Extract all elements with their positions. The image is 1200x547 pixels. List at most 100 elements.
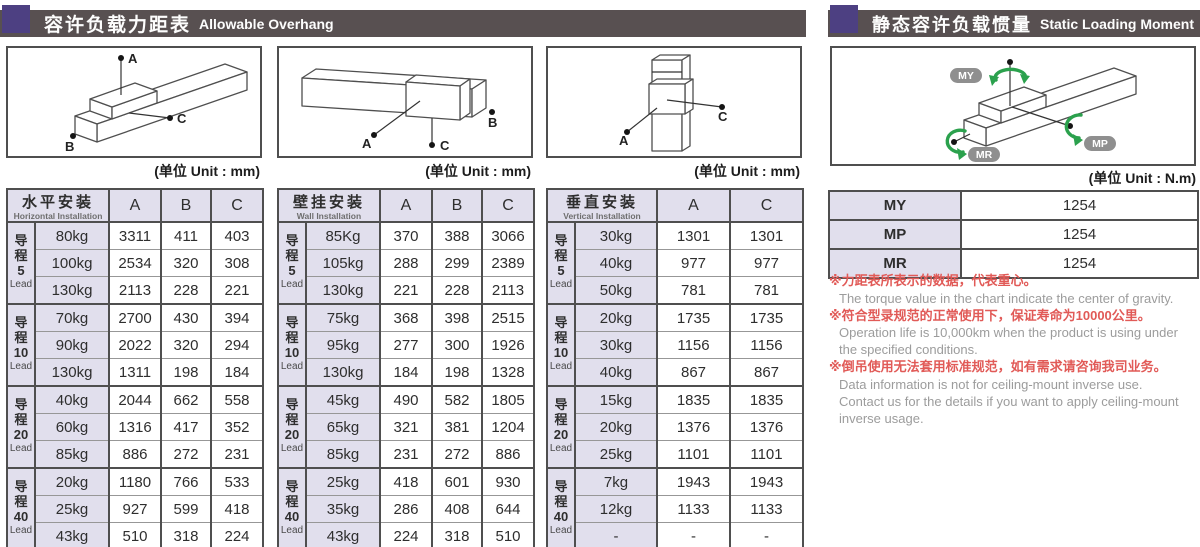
- table-row: 20kg 1376 1376: [547, 413, 803, 441]
- note-zh: ※倒吊使用无法套用标准规范，如有需求请咨询我司业务。: [829, 359, 1167, 374]
- value-cell: 288: [379, 249, 432, 277]
- note-en: The torque value in the chart indicate t…: [839, 290, 1174, 306]
- vertical-beam-icon: A C: [619, 54, 728, 152]
- lead-number: 10: [284, 345, 300, 361]
- value-cell: 231: [210, 440, 263, 468]
- value-cell: 2534: [108, 249, 161, 277]
- note-en: Data information is not for ceiling-moun…: [839, 376, 1143, 392]
- value-cell: 381: [431, 413, 482, 441]
- value-cell: 1943: [656, 467, 730, 496]
- load-cell: 30kg: [574, 221, 657, 250]
- table-row: 50kg 781 781: [547, 276, 803, 304]
- moment-axes-diagram: MY MP MR: [830, 46, 1196, 166]
- lead-zh: 导程: [554, 233, 568, 264]
- lead-zh: 导程: [554, 397, 568, 428]
- value-cell: 300: [431, 331, 482, 359]
- lead-en: Lead: [9, 525, 33, 537]
- table-row: 85kg 231 272 886: [278, 440, 534, 468]
- value-cell: 286: [379, 495, 432, 523]
- lead-zh: 导程: [14, 397, 28, 428]
- lead-zh: 导程: [554, 479, 568, 510]
- value-cell: 411: [160, 221, 211, 250]
- value-cell: 644: [481, 495, 534, 523]
- table-row: 105kg 288 299 2389: [278, 249, 534, 277]
- value-cell: 2022: [108, 331, 161, 359]
- lead-group-cell: 导程 10 Lead: [277, 303, 306, 386]
- value-cell: 766: [160, 467, 211, 496]
- load-cell: 20kg: [574, 303, 657, 332]
- moment-label: MR: [828, 248, 962, 279]
- lead-en: Lead: [9, 361, 33, 373]
- lead-number: 40: [553, 509, 569, 525]
- table-row: 43kg 510 318 224: [7, 522, 263, 547]
- load-cell: 130kg: [305, 358, 380, 386]
- value-cell: 1301: [656, 221, 730, 250]
- table-row: 130kg 221 228 2113: [278, 276, 534, 304]
- table-name-zh: 垂直安装: [565, 193, 638, 211]
- lead-en: Lead: [549, 525, 573, 537]
- value-cell: 221: [379, 276, 432, 304]
- column-header-b: B: [431, 188, 482, 223]
- value-cell: 1133: [729, 495, 803, 523]
- moment-beam-icon: MY MP MR: [945, 59, 1137, 162]
- table-name-zh: 水平安装: [21, 193, 94, 211]
- unit-label-mm: (单位 Unit : mm): [694, 163, 800, 179]
- table-row: 60kg 1316 417 352: [7, 413, 263, 441]
- lead-zh: 导程: [14, 233, 28, 264]
- lead-number: 40: [13, 509, 29, 525]
- table-row: 导程 10 Lead 75kg 368 398 2515: [277, 303, 534, 386]
- point-label-b: B: [65, 139, 74, 154]
- value-cell: 1735: [656, 303, 730, 332]
- value-cell: 977: [729, 249, 803, 277]
- value-cell: 403: [210, 221, 263, 250]
- column-header-c: C: [729, 188, 803, 223]
- load-cell: 15kg: [574, 385, 657, 414]
- moment-label: MY: [828, 190, 962, 221]
- lead-group-cell: 导程 40 Lead: [6, 467, 35, 547]
- value-cell: 221: [210, 276, 263, 304]
- load-cell: 7kg: [574, 467, 657, 496]
- value-cell: 1376: [656, 413, 730, 441]
- lead-group-cell: 导程 5 Lead: [546, 221, 575, 304]
- value-cell: 1328: [481, 358, 534, 386]
- value-cell: 927: [108, 495, 161, 523]
- value-cell: 886: [108, 440, 161, 468]
- value-cell: 490: [379, 385, 432, 414]
- table-name-cell: 垂直安装 Vertical Installation: [546, 188, 657, 223]
- value-cell: 398: [431, 303, 482, 332]
- value-cell: 2700: [108, 303, 161, 332]
- value-cell: -: [656, 522, 730, 547]
- value-cell: 418: [379, 467, 432, 496]
- load-cell: 100kg: [34, 249, 109, 277]
- lead-en: Lead: [9, 279, 33, 291]
- table-row: 85kg 886 272 231: [7, 440, 263, 468]
- lead-number: 5: [557, 263, 565, 279]
- load-cell: 105kg: [305, 249, 380, 277]
- column-header-a: A: [379, 188, 432, 223]
- moment-value: 1254: [960, 190, 1199, 221]
- moment-value: 1254: [960, 219, 1199, 250]
- table-row: 130kg 1311 198 184: [7, 358, 263, 386]
- lead-en: Lead: [280, 443, 304, 455]
- point-label-c: C: [718, 109, 728, 124]
- load-cell: 50kg: [574, 276, 657, 304]
- column-header-b: B: [160, 188, 211, 223]
- lead-number: 20: [13, 427, 29, 443]
- value-cell: 3066: [481, 221, 534, 250]
- lead-en: Lead: [280, 525, 304, 537]
- load-cell: -: [574, 522, 657, 547]
- value-cell: 2113: [481, 276, 534, 304]
- lead-zh: 导程: [285, 479, 299, 510]
- value-cell: 294: [210, 331, 263, 359]
- lead-number: 20: [553, 427, 569, 443]
- lead-zh: 导程: [554, 315, 568, 346]
- horizontal-installation-diagram: A B C: [6, 46, 262, 158]
- load-cell: 20kg: [574, 413, 657, 441]
- column-header-c: C: [481, 188, 534, 223]
- load-cell: 43kg: [305, 522, 380, 547]
- moment-label: MP: [828, 219, 962, 250]
- value-cell: 2044: [108, 385, 161, 414]
- load-cell: 30kg: [574, 331, 657, 359]
- value-cell: 1301: [729, 221, 803, 250]
